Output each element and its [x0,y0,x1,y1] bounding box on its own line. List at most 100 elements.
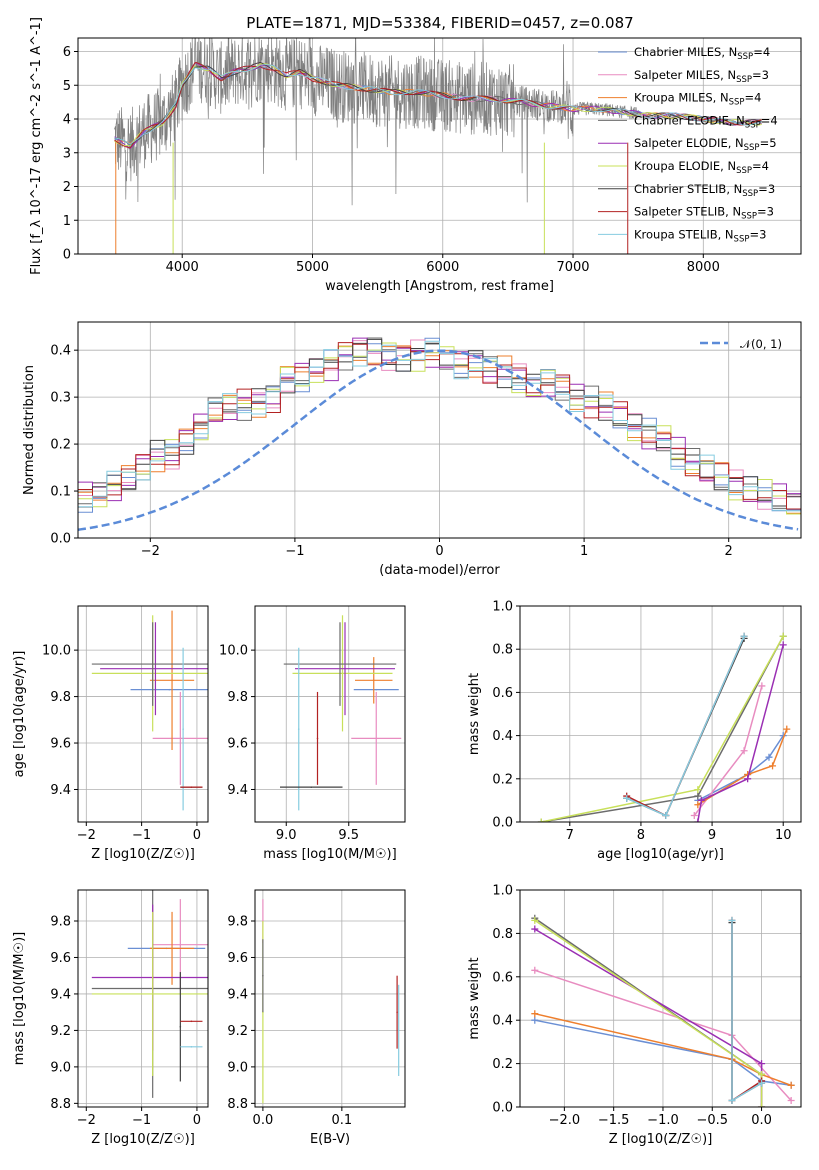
legend-label: Chabrier ELODIE, NSSP=4 [634,113,778,130]
grid [255,890,405,1107]
y-tick-label: 0.6 [492,970,513,985]
x-tick-label: 8000 [687,260,720,275]
plus-marker [787,1081,795,1089]
legend-label: 𝒩(0, 1) [740,337,782,351]
x-tick-label: 4000 [166,260,199,275]
y-tick-label: 8.8 [227,1097,248,1112]
plus-marker [783,725,791,733]
model-curve [114,64,762,145]
x-tick-label: 9 [708,828,716,843]
chart-title: PLATE=1871, MJD=53384, FIBERID=0457, z=0… [246,14,633,32]
plus-marker [779,632,787,640]
y-tick-label: 2 [63,180,71,195]
y-tick-label: 0.4 [492,729,513,744]
y-tick-label: 9.8 [227,915,248,930]
plot-area [531,914,795,1107]
plus-marker [531,1016,539,1024]
y-tick-label: 9.6 [227,951,248,966]
plus-marker [690,812,698,820]
y-tick-label: 9.2 [50,1024,71,1039]
histogram-step [78,337,801,519]
histogram-step [78,342,801,515]
histogram-step [78,338,801,511]
y-tick-label: 0.4 [492,1014,513,1029]
data-point [375,688,378,691]
grid [78,890,208,1107]
histogram-step [78,339,801,518]
x-tick-label: 1 [580,544,588,559]
plus-marker [694,818,702,822]
series-line [731,920,763,1102]
x-tick-label: −1.0 [647,1113,679,1128]
data-point [179,943,182,946]
grid [78,606,208,822]
data-point [168,688,171,691]
data-point [182,728,184,730]
y-tick-label: 9.8 [50,690,71,705]
y-tick-label: 0.2 [50,438,71,453]
plus-marker [697,796,705,804]
plus-marker [728,916,736,924]
histogram-step [78,337,801,513]
data-point [190,786,193,788]
y-tick-label: 0.2 [492,1057,513,1072]
panel-weight-vs-Z: −2.0 −1.5 −1.0 −0.5 0.0 0.0 0.2 0.4 0.6 0.8 1.0 Z [… [467,884,802,1147]
y-tick-label: 10.0 [219,644,248,659]
y-tick-label: 0.6 [492,686,513,701]
panel-residuals: −2 −1 0 1 2 0.0 0.1 0.2 0.3 0.4 𝒩(0, 1) (data-model… [22,321,802,578]
y-tick-label: 10.0 [42,644,71,659]
y-tick-label: 1 [63,214,71,229]
data-point [397,1029,400,1032]
y-tick-label: 9.2 [227,1024,248,1039]
y-axis-label: mass weight [467,957,482,1039]
x-tick-label: 9.5 [338,828,359,843]
plus-marker [531,925,539,933]
legend-label: Salpeter MILES, NSSP=3 [634,68,769,85]
y-tick-label: 9.6 [50,737,71,752]
plus-marker [787,1096,795,1104]
y-tick-label: 9.0 [227,1060,248,1075]
y-tick-label: 9.4 [227,987,248,1002]
y-axis-label: Normed distribution [22,365,37,495]
legend-label: Kroupa STELIB, NSSP=3 [634,227,766,244]
x-tick-label: 0 [193,828,201,843]
plot-area [78,337,801,532]
x-tick-label: −1 [132,828,151,843]
plot-area [262,899,400,1104]
plus-marker [758,682,766,690]
legend-label: Kroupa MILES, NSSP=4 [634,91,761,108]
y-tick-label: 0.1 [50,485,71,500]
data-point [179,1025,182,1028]
plus-marker [758,1070,766,1078]
series-line [693,685,763,816]
plus-marker [744,775,752,783]
series-line [731,922,762,1102]
plus-marker [537,818,545,822]
plus-marker [765,753,773,761]
panel-age-vs-mass: 9.0 9.5 9.4 9.6 9.8 10.0 mass [log10(M/M☉)] [219,605,406,862]
data-point [171,679,173,682]
axes-frame [519,889,802,1108]
plus-marker [694,786,702,794]
data-point [341,672,344,675]
histogram-step [78,340,801,512]
legend: 𝒩(0, 1) [700,337,782,351]
data-point [179,737,182,740]
x-tick-label: −2 [141,544,160,559]
data-point [375,737,378,740]
y-tick-label: 9.8 [227,690,248,705]
x-tick-label: −0.5 [696,1113,728,1128]
data-point [151,663,154,665]
plus-marker [779,641,787,649]
legend-label: Salpeter STELIB, NSSP=3 [634,205,774,222]
legend-label: Salpeter ELODIE, NSSP=5 [634,136,777,153]
series-line [697,728,788,806]
plus-marker [531,916,539,924]
plus-marker [728,1096,736,1104]
axes-frame [77,605,209,823]
grid [255,606,405,822]
y-tick-label: 0.2 [492,772,513,787]
plot-area [537,632,791,822]
model-curve [114,62,762,146]
